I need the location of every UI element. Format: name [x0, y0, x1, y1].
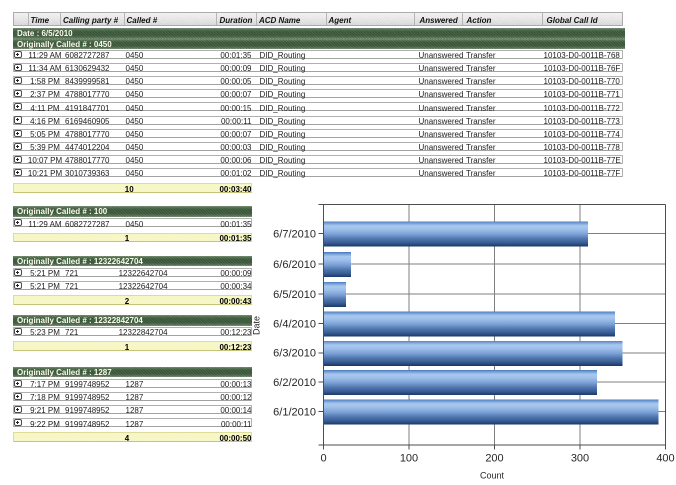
svg-text:100: 100 [400, 453, 418, 465]
svg-text:6/2/2010: 6/2/2010 [273, 377, 316, 389]
svg-text:6/5/2010: 6/5/2010 [273, 289, 316, 301]
svg-text:300: 300 [571, 453, 589, 465]
svg-text:6/6/2010: 6/6/2010 [273, 259, 316, 271]
svg-text:6/1/2010: 6/1/2010 [273, 406, 316, 418]
svg-text:400: 400 [656, 453, 674, 465]
svg-text:6/7/2010: 6/7/2010 [273, 228, 316, 240]
svg-text:Date: Date [252, 316, 262, 335]
svg-text:Count: Count [480, 471, 505, 481]
svg-text:0: 0 [320, 453, 326, 465]
svg-text:6/3/2010: 6/3/2010 [273, 348, 316, 360]
svg-text:200: 200 [485, 453, 503, 465]
svg-text:6/4/2010: 6/4/2010 [273, 318, 316, 330]
